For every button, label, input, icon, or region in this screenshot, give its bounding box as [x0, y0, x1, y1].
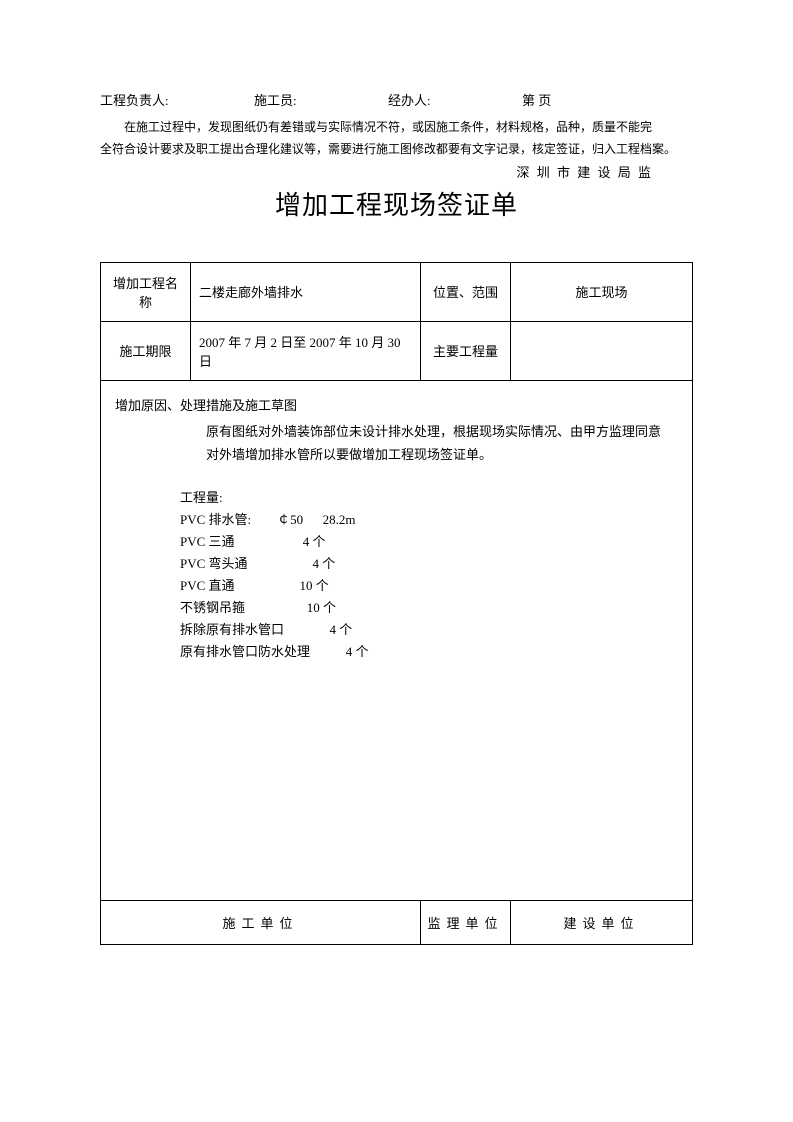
footer-supervision: 监理单位 [421, 900, 511, 944]
content-cell: 增加原因、处理措施及施工草图 原有图纸对外墙装饰部位未设计排水处理，根据现场实际… [101, 380, 693, 900]
qty-item: 原有排水管口防水处理 4 个 [180, 641, 678, 663]
manager-label: 工程负责人: [100, 90, 250, 109]
page-label: 第 页 [522, 90, 551, 109]
footer-build-unit: 建设单位 [511, 900, 693, 944]
qty-item: 拆除原有排水管口 4 个 [180, 619, 678, 641]
reason-text: 原有图纸对外墙装饰部位未设计排水处理，根据现场实际情况、由甲方监理同意对外墙增加… [115, 420, 678, 467]
period-label: 施工期限 [101, 321, 191, 380]
location-value: 施工现场 [511, 262, 693, 321]
qty-item: PVC 三通 4 个 [180, 531, 678, 553]
name-value: 二楼走廊外墙排水 [191, 262, 421, 321]
qty-title: 工程量: [180, 487, 678, 509]
qty-item: PVC 排水管: ￠50 28.2m [180, 509, 678, 531]
table-row: 施工单位 监理单位 建设单位 [101, 900, 693, 944]
quantity-block: 工程量: PVC 排水管: ￠50 28.2m PVC 三通 4 个 PVC 弯… [115, 487, 678, 664]
content-heading: 增加原因、处理措施及施工草图 [115, 395, 678, 414]
qty-item: 不锈钢吊箍 10 个 [180, 597, 678, 619]
location-label: 位置、范围 [421, 262, 511, 321]
qty-item: PVC 直通 10 个 [180, 575, 678, 597]
main-qty-label: 主要工程量 [421, 321, 511, 380]
period-value: 2007 年 7 月 2 日至 2007 年 10 月 30 日 [191, 321, 421, 380]
header-line: 工程负责人: 施工员: 经办人: 第 页 [100, 90, 693, 109]
form-table: 增加工程名称 二楼走廊外墙排水 位置、范围 施工现场 施工期限 2007 年 7… [100, 262, 693, 945]
table-row: 增加原因、处理措施及施工草图 原有图纸对外墙装饰部位未设计排水处理，根据现场实际… [101, 380, 693, 900]
table-row: 增加工程名称 二楼走廊外墙排水 位置、范围 施工现场 [101, 262, 693, 321]
name-label: 增加工程名称 [101, 262, 191, 321]
worker-label: 施工员: [254, 90, 384, 109]
qty-item: PVC 弯头通 4 个 [180, 553, 678, 575]
intro-line-1: 在施工过程中，发现图纸仍有差错或与实际情况不符，或因施工条件，材料规格，品种，质… [100, 117, 693, 137]
supervise-label: 深 圳 市 建 设 局 监 [100, 162, 693, 181]
main-qty-value [511, 321, 693, 380]
footer-construction: 施工单位 [101, 900, 421, 944]
page-title: 增加工程现场签证单 [100, 185, 693, 222]
handler-label: 经办人: [388, 90, 518, 109]
table-row: 施工期限 2007 年 7 月 2 日至 2007 年 10 月 30 日 主要… [101, 321, 693, 380]
intro-line-2: 全符合设计要求及职工提出合理化建议等，需要进行施工图修改都要有文字记录，核定签证… [100, 139, 693, 159]
